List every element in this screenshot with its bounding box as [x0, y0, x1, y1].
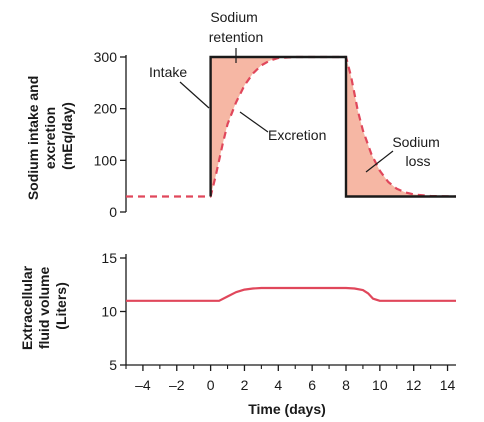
ecf-volume-chart: 5 10 15 –4 –2 0 2 4 6 8 10 12 14 Extracellular fluid… — [19, 250, 456, 417]
y-tick-label: 200 — [94, 101, 118, 117]
annotation-leader — [365, 150, 394, 173]
y-axis-label-line: Extracellular — [19, 265, 35, 350]
sodium-chart: 0 100 200 300 Sodium intake and excretion (… — [25, 9, 457, 220]
x-tick-label: 6 — [308, 377, 316, 393]
annotation-line: Intake — [149, 64, 187, 80]
annotation-line: loss — [406, 153, 431, 169]
x-tick-label: 0 — [207, 377, 215, 393]
ecf-volume-line — [126, 286, 456, 302]
annotation-excretion: Excretion — [268, 127, 326, 143]
y-axis-label-line: (Liters) — [53, 282, 69, 329]
annotation-leader — [239, 111, 269, 133]
x-tick-label: –4 — [135, 377, 151, 393]
y-tick-label: 10 — [101, 304, 117, 320]
x-tick-label: 2 — [241, 377, 249, 393]
y-tick-label: 300 — [94, 49, 118, 65]
y-tick-label: 0 — [109, 204, 117, 220]
y-tick-label: 15 — [101, 250, 117, 266]
x-tick-label: 8 — [342, 377, 350, 393]
x-axis-title: Time (days) — [248, 401, 326, 417]
annotation-sodium-retention: Sodium retention — [209, 9, 263, 45]
series-group — [126, 55, 457, 198]
y-axis-label: Sodium intake and excretion (mEq/day) — [25, 72, 75, 200]
x-tick-label: 12 — [406, 377, 422, 393]
sodium-loss-area — [346, 57, 456, 197]
x-tick-label: 4 — [274, 377, 282, 393]
shaded-area-group — [210, 57, 456, 197]
annotation-line: Sodium — [210, 9, 257, 25]
y-axis-label-line: fluid volume — [36, 267, 52, 350]
intake-line — [209, 55, 456, 198]
annotation-line: Excretion — [268, 127, 326, 143]
x-tick-label: –2 — [169, 377, 185, 393]
series-group — [126, 286, 456, 302]
y-axis-label-line: excretion — [42, 107, 58, 169]
y-axis-label-line: Sodium intake and — [25, 76, 41, 200]
y-tick-label: 100 — [94, 152, 118, 168]
annotation-leader — [179, 81, 210, 109]
sodium-retention-area — [210, 57, 346, 197]
annotation-sodium-loss: Sodium loss — [392, 134, 443, 169]
y-axis-label-line: (mEq/day) — [59, 102, 75, 170]
x-tick-label: 10 — [372, 377, 388, 393]
axes: 0 100 200 300 — [94, 49, 127, 220]
y-tick-label: 5 — [109, 357, 117, 373]
axes: 5 10 15 –4 –2 0 2 4 6 8 10 12 14 — [101, 250, 456, 393]
y-axis-label: Extracellular fluid volume (Liters) — [19, 262, 69, 350]
annotation-intake: Intake — [149, 64, 187, 80]
annotation-line: Sodium — [392, 134, 439, 150]
x-tick-label: 14 — [440, 377, 456, 393]
annotation-line: retention — [209, 29, 263, 45]
